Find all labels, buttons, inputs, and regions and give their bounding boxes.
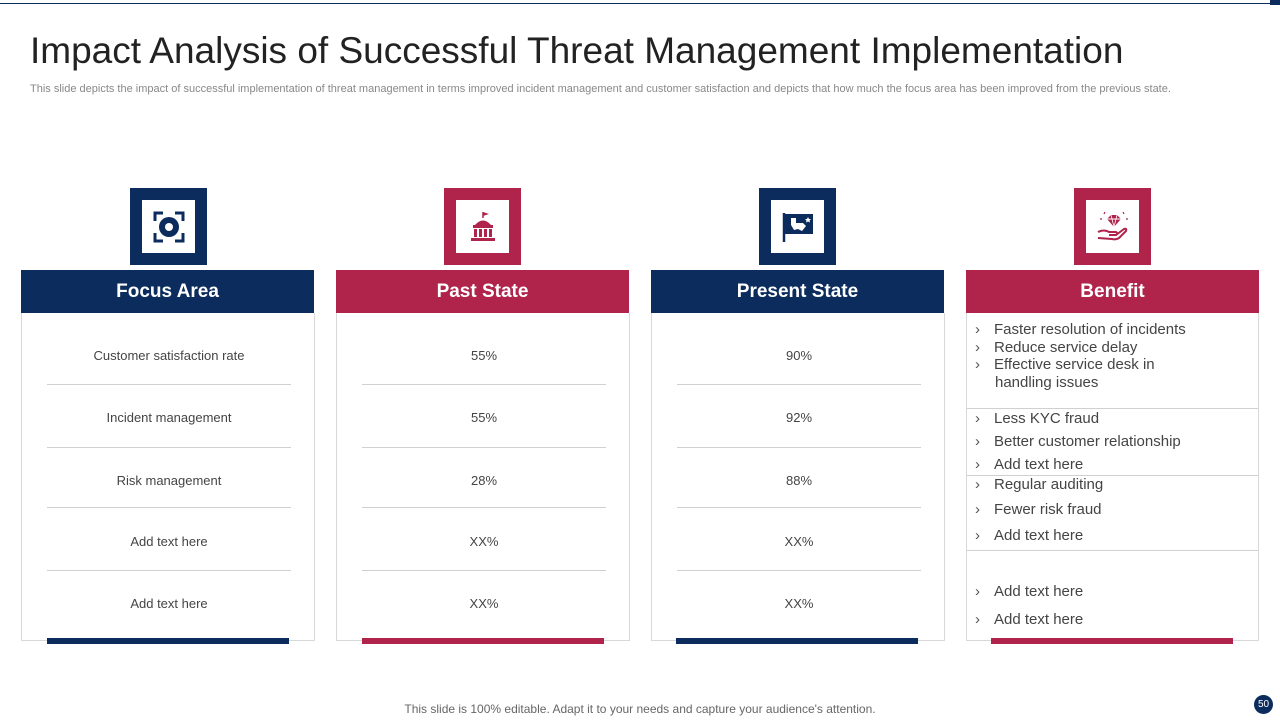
- present-state-bottom-bar: [676, 638, 918, 644]
- row-divider: [677, 384, 921, 385]
- present-state-cell: XX%: [784, 534, 814, 549]
- benefit-item: › Effective service desk in: [975, 356, 1155, 373]
- target-icon: [153, 211, 184, 242]
- past-state-cell: 55%: [470, 410, 498, 425]
- benefit-item: › Reduce service delay: [975, 339, 1138, 356]
- footer-note: This slide is 100% editable. Adapt it to…: [404, 702, 876, 716]
- benefit-item: › Add text here: [975, 456, 1084, 473]
- row-divider: [47, 507, 291, 508]
- row-divider: [677, 570, 921, 571]
- focus-area-cell: Add text here: [130, 596, 208, 611]
- past-state-bottom-bar: [362, 638, 604, 644]
- focus-area-bottom-bar: [47, 638, 289, 644]
- benefit-item-continued: handling issues: [995, 374, 1099, 391]
- past-state-cell: XX%: [469, 596, 499, 611]
- row-divider: [967, 550, 1258, 551]
- row-divider: [47, 447, 291, 448]
- page-title: Impact Analysis of Successful Threat Man…: [30, 30, 1124, 71]
- present-state-icon-box: [759, 188, 836, 265]
- past-state-cell: 55%: [470, 348, 498, 363]
- row-divider: [47, 570, 291, 571]
- present-state-column: 90% 92% 88% XX% XX%: [651, 313, 945, 641]
- benefit-header: Benefit: [966, 270, 1259, 313]
- row-divider: [362, 570, 606, 571]
- present-state-cell: XX%: [784, 596, 814, 611]
- row-divider: [47, 384, 291, 385]
- present-state-cell: 88%: [785, 473, 813, 488]
- benefit-item: › Add text here: [975, 527, 1084, 544]
- focus-area-cell: Add text here: [130, 534, 208, 549]
- present-state-cell: 90%: [785, 348, 813, 363]
- past-state-cell: XX%: [469, 534, 499, 549]
- present-state-cell: 92%: [785, 410, 813, 425]
- row-divider: [362, 384, 606, 385]
- present-state-header: Present State: [651, 270, 944, 313]
- top-rule: [0, 3, 1270, 4]
- row-divider: [967, 408, 1258, 409]
- benefit-item: › Fewer risk fraud: [975, 501, 1102, 518]
- focus-area-cell: Customer satisfaction rate: [93, 348, 245, 363]
- focus-area-icon-box: [130, 188, 207, 265]
- page-subtitle: This slide depicts the impact of success…: [30, 83, 1171, 95]
- past-state-column: 55% 55% 28% XX% XX%: [336, 313, 630, 641]
- benefit-item: › Add text here: [975, 583, 1084, 600]
- focus-area-header: Focus Area: [21, 270, 314, 313]
- row-divider: [362, 447, 606, 448]
- focus-area-cell: Incident management: [106, 410, 232, 425]
- focus-area-column: Customer satisfaction rate Incident mana…: [21, 313, 315, 641]
- benefit-icon-box: [1074, 188, 1151, 265]
- benefit-item: › Less KYC fraud: [975, 410, 1100, 427]
- past-state-cell: 28%: [470, 473, 498, 488]
- benefit-item: › Regular auditing: [975, 476, 1104, 493]
- benefit-column: › Faster resolution of incidents › Reduce …: [966, 313, 1259, 641]
- top-corner-mark: [1270, 0, 1280, 5]
- row-divider: [967, 475, 1258, 476]
- page-number-badge: 50: [1254, 695, 1273, 714]
- focus-area-cell: Risk management: [116, 473, 222, 488]
- diamond-in-hand-icon: [1097, 211, 1128, 240]
- past-state-icon-box: [444, 188, 521, 265]
- government-building-icon: [470, 211, 495, 241]
- row-divider: [362, 507, 606, 508]
- past-state-header: Past State: [336, 270, 629, 313]
- benefit-item: › Better customer relationship: [975, 433, 1181, 450]
- benefit-item: › Faster resolution of incidents: [975, 321, 1186, 338]
- row-divider: [677, 447, 921, 448]
- benefit-bottom-bar: [991, 638, 1233, 644]
- benefit-item: › Add text here: [975, 611, 1084, 628]
- row-divider: [677, 507, 921, 508]
- map-flag-icon: [782, 212, 813, 242]
